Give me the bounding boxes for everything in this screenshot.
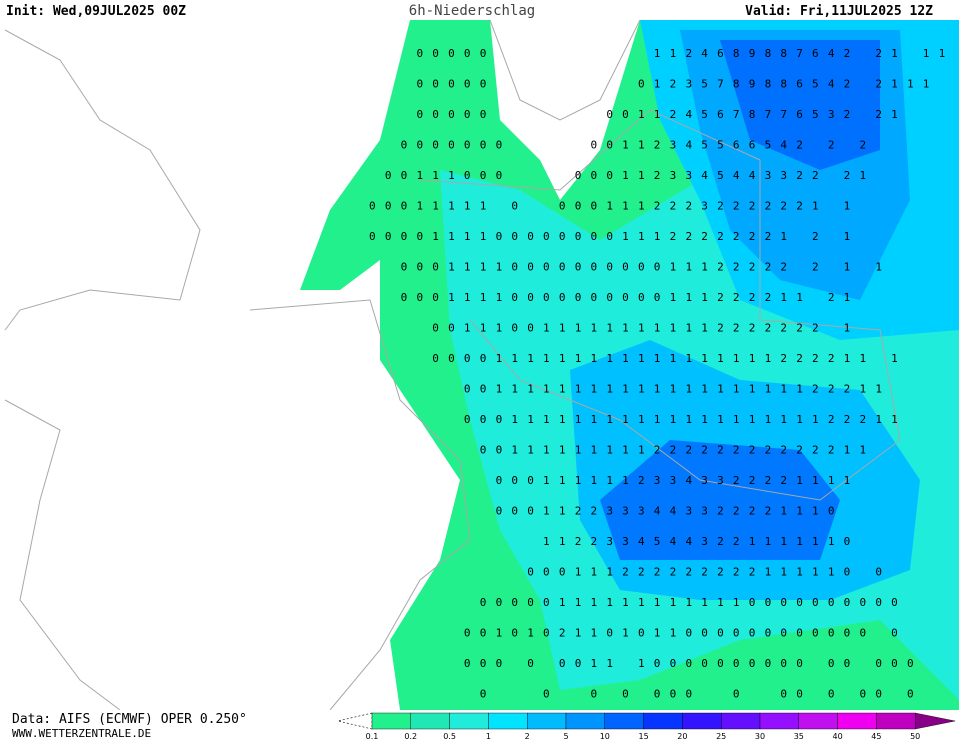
- website: WWW.WETTERZENTRALE.DE: [12, 727, 151, 740]
- grid-row: 00111000 0001123345443322 21: [369, 169, 875, 182]
- legend-swatch: [449, 712, 489, 730]
- grid-row: 0011100111111111112222222 1: [369, 322, 860, 335]
- legend-swatch: [798, 712, 838, 730]
- legend-label: 30: [755, 732, 765, 741]
- grid-row: 00011110000000000111222211 21: [369, 291, 860, 304]
- grid-row: 00011111123343322221111: [369, 474, 860, 487]
- legend-swatch: [488, 712, 528, 730]
- valid-time: Valid: Fri,11JUL2025 12Z: [745, 4, 933, 19]
- legend-swatch: [837, 712, 877, 730]
- legend-swatch: [604, 712, 644, 730]
- data-source: Data: AIFS (ECMWF) OPER 0.250°: [12, 712, 247, 727]
- coast-ireland: [4, 399, 121, 711]
- grid-row: 00011111 0 00011122232222221 1: [369, 200, 860, 213]
- init-time: Init: Wed,09JUL2025 00Z: [6, 4, 186, 19]
- legend-swatch: [682, 712, 722, 730]
- legend-label: 20: [677, 732, 687, 741]
- coast-denmark: [489, 19, 641, 121]
- grid-row: 00101021101011000000000000 0: [369, 627, 907, 640]
- legend-swatch: [759, 712, 799, 730]
- legend-label: 35: [794, 732, 804, 741]
- grid-row: 001111111111111111111122211: [369, 383, 891, 396]
- legend-label: 2: [525, 732, 530, 741]
- grid-row: 00000 0011245678776532 21: [369, 108, 907, 121]
- grid-row: 0001111000000000011122222 2 1 1: [369, 261, 891, 274]
- grid-row: 00000 1124689887642 21 11: [369, 47, 954, 60]
- legend-arrow: [915, 712, 956, 730]
- grid-row: 000001111111111110000000000: [369, 596, 907, 609]
- field-5: [720, 40, 880, 170]
- legend-label: 0.1: [366, 732, 379, 741]
- legend-label: 15: [639, 732, 649, 741]
- legend-label: 45: [871, 732, 881, 741]
- grid-row: 000011110000000011122222221 2 1: [369, 230, 860, 243]
- grid-row: 000111222222222111110 0: [369, 566, 891, 579]
- precip-fields: [300, 20, 959, 710]
- legend-label: 5: [563, 732, 568, 741]
- coast-britain: [4, 29, 201, 331]
- grid-row: 0000000 00112345566542 2 2: [369, 139, 875, 152]
- coastlines: [4, 19, 901, 711]
- legend-label: 10: [600, 732, 610, 741]
- grid-row: 000 0 0011 10000000000 00 000: [369, 657, 923, 670]
- legend: 0.1 0.2 0.5 1 2 5 10 15 20 25 30 35 40 45 50: [337, 712, 956, 741]
- header-bar: [0, 0, 959, 20]
- legend-swatch: [527, 712, 567, 730]
- legend-swatch: [565, 712, 605, 730]
- legend-label: 25: [716, 732, 726, 741]
- grid-row: 0000111111111111111111222211 1: [369, 352, 907, 365]
- legend-label: 50: [910, 732, 920, 741]
- coast-france: [249, 299, 471, 711]
- legend-label: 1: [486, 732, 491, 741]
- grid-row: 00000 01235789886542 2111: [369, 78, 939, 91]
- grid-row: 0001111111111111111111122211: [369, 413, 907, 426]
- borders: [419, 109, 901, 501]
- legend-swatch: [371, 712, 411, 730]
- legend-swatch: [410, 712, 450, 730]
- legend-label: 0.5: [443, 732, 456, 741]
- map-title: 6h-Niederschlag: [409, 3, 535, 19]
- grid-row: 0011111111122222222222211: [369, 444, 875, 457]
- grid-row: 0001122333443322221110: [369, 505, 844, 518]
- field-5b: [600, 440, 840, 560]
- value-grid: 00000 1124689887642 21 11 00000 01235789…: [369, 47, 954, 701]
- grid-row: 11223345443221111110: [369, 535, 860, 548]
- legend-swatch: [876, 712, 916, 730]
- legend-label: 40: [833, 732, 843, 741]
- legend-label: 0.2: [404, 732, 417, 741]
- grid-row: 0 0 0 0 000 0 00 0 00 0: [369, 688, 923, 701]
- legend-swatch: [643, 712, 683, 730]
- legend-swatch: [721, 712, 761, 730]
